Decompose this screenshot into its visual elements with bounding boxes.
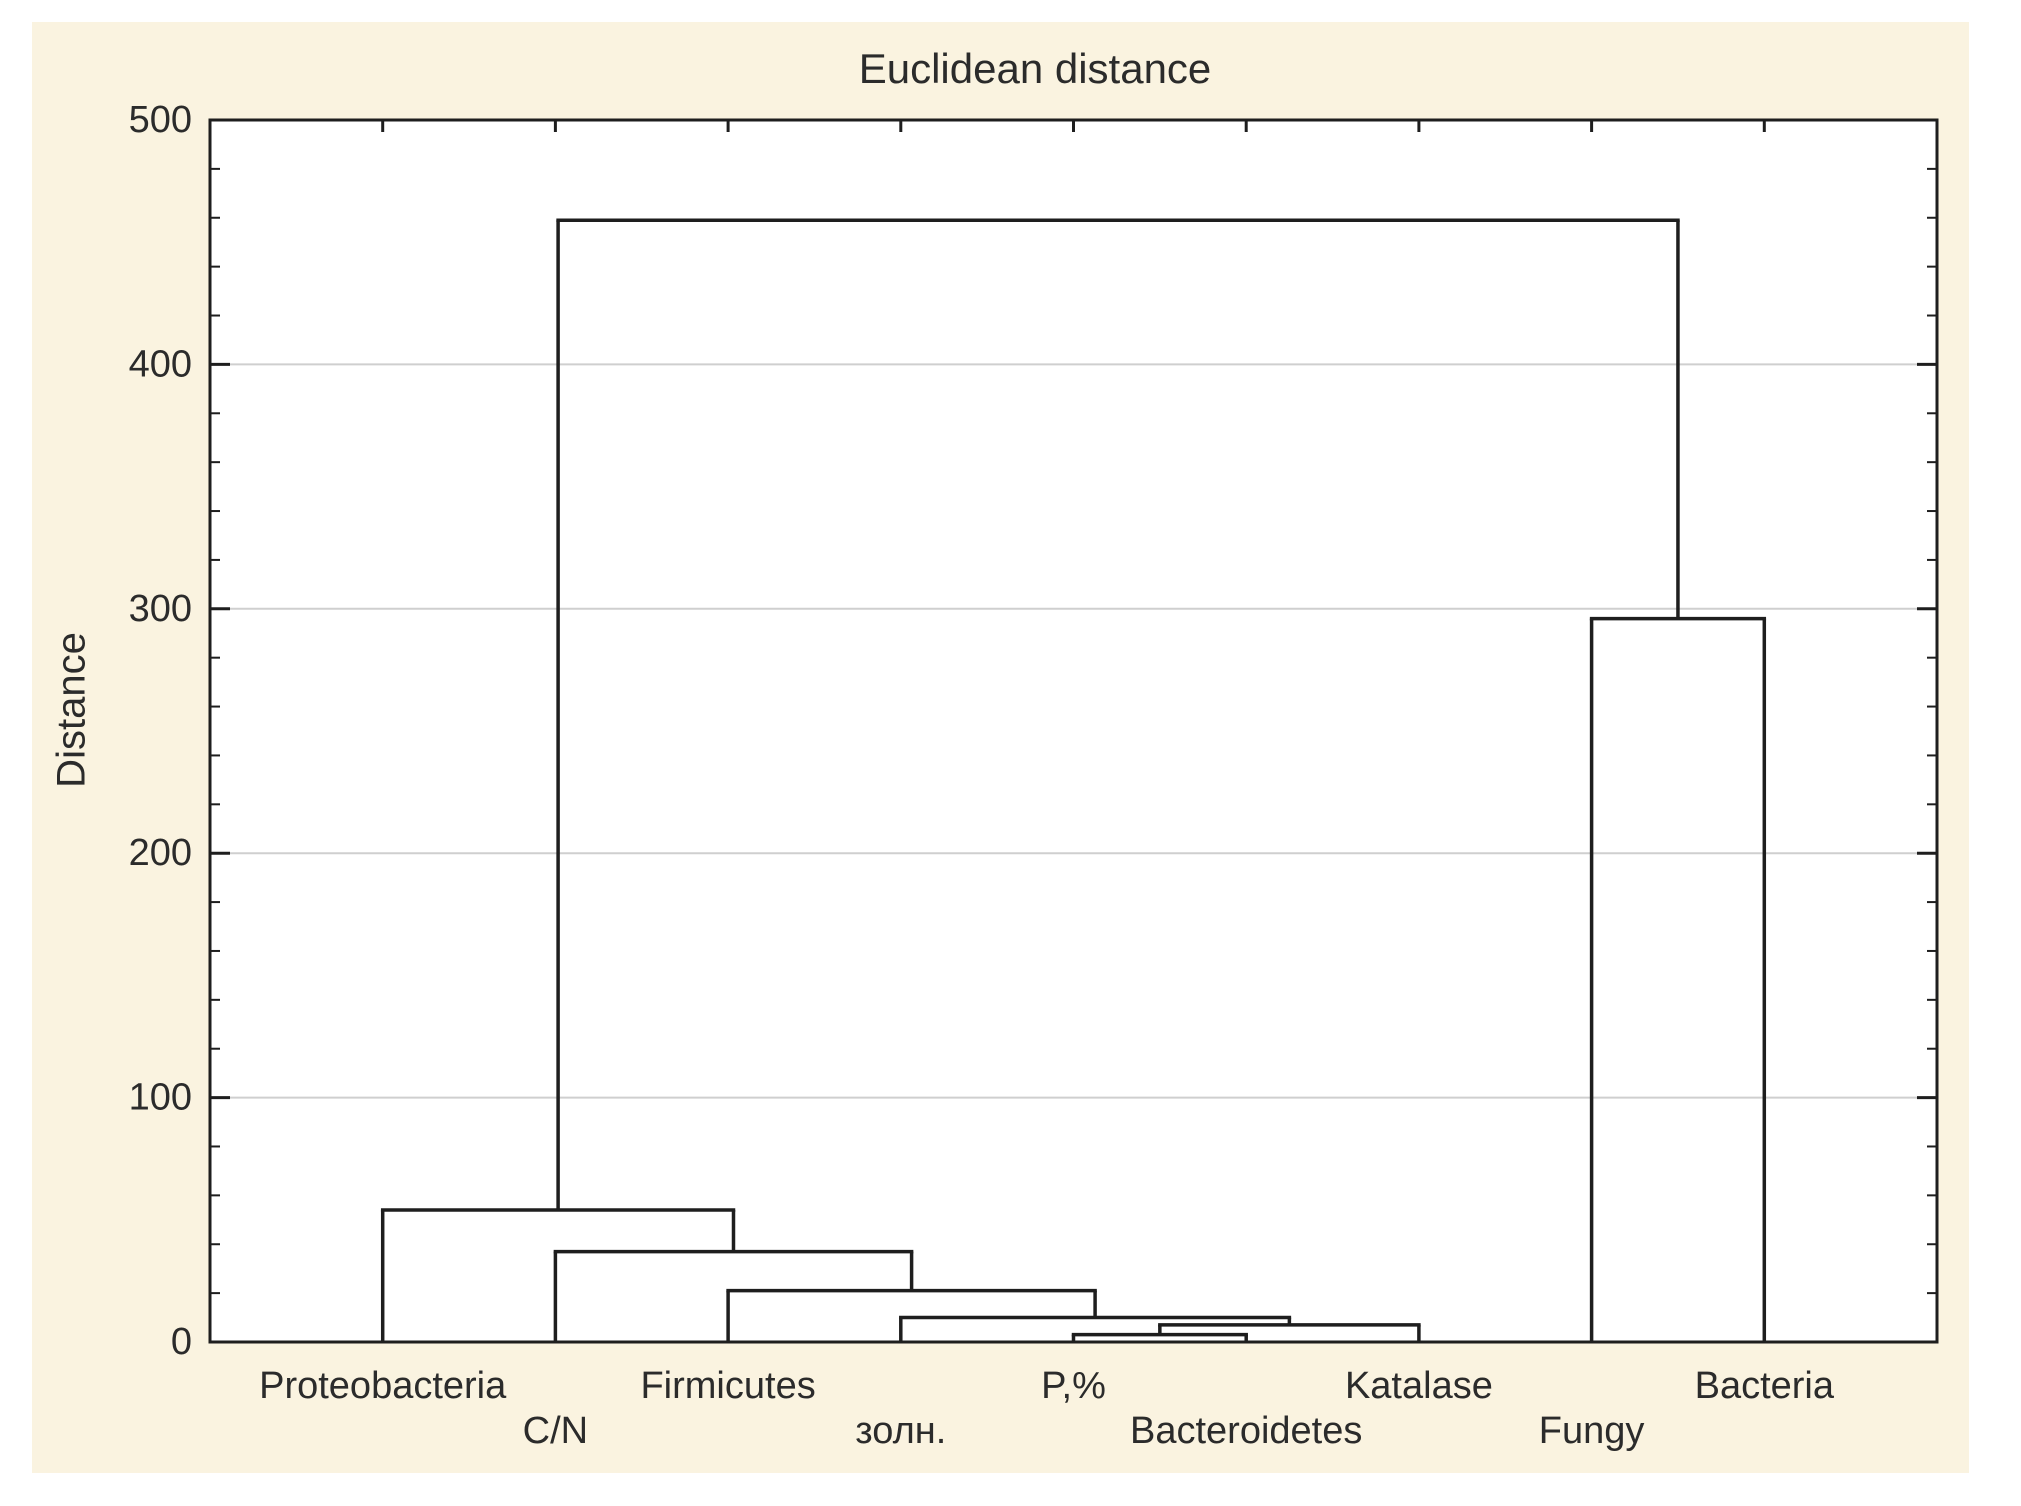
plot-area	[210, 120, 1937, 1342]
leaf-label-8: Fungy	[1539, 1410, 1645, 1452]
leaf-label-2: C/N	[523, 1410, 588, 1452]
leaf-label-4: золн.	[855, 1410, 946, 1452]
leaf-label-3: Firmicutes	[640, 1365, 815, 1407]
y-axis-title: Distance	[49, 632, 94, 788]
y-tick-label-200: 200	[129, 832, 192, 874]
y-tick-label-300: 300	[129, 588, 192, 630]
y-tick-label-100: 100	[129, 1077, 192, 1119]
leaf-label-5: P,%	[1041, 1365, 1106, 1407]
leaf-label-9: Bacteria	[1695, 1365, 1835, 1407]
plot-border	[208, 118, 1939, 1344]
y-tick-label-500: 500	[129, 99, 192, 141]
chart-title: Euclidean distance	[858, 45, 1212, 92]
y-tick-label-400: 400	[129, 343, 192, 385]
leaf-label-7: Katalase	[1345, 1365, 1493, 1407]
leaf-label-1: Proteobacteria	[259, 1365, 507, 1407]
y-tick-label-0: 0	[171, 1321, 192, 1363]
leaf-label-6: Bacteroidetes	[1130, 1410, 1362, 1452]
